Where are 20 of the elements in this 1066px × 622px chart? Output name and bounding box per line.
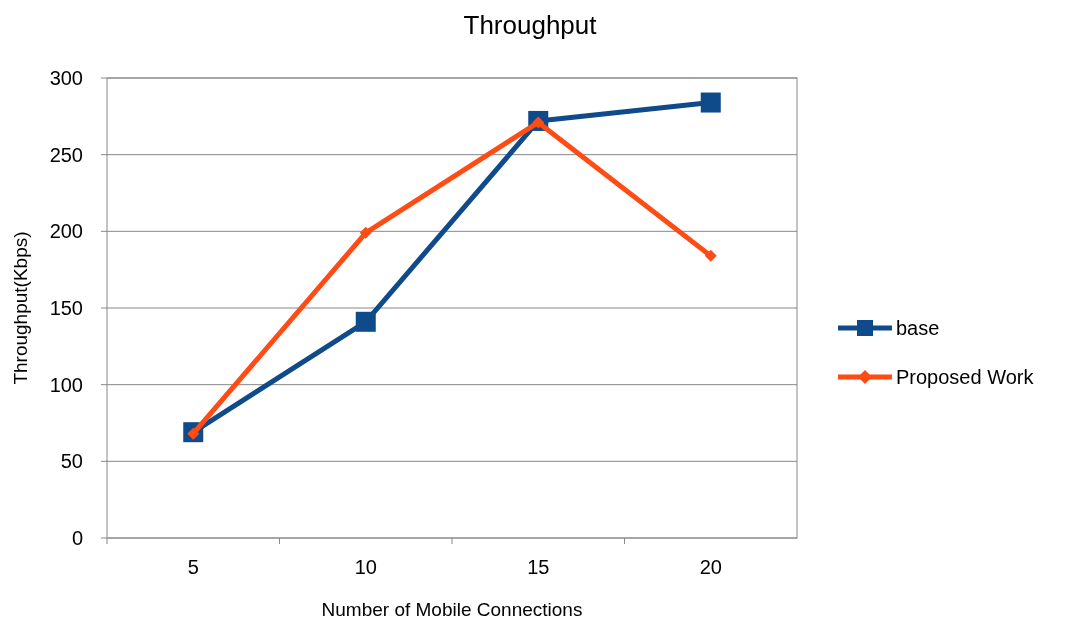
x-tick-label: 10 bbox=[354, 556, 377, 578]
x-tick-label: 5 bbox=[187, 556, 199, 578]
y-tick-label: 0 bbox=[71, 527, 83, 549]
point bbox=[704, 249, 717, 262]
x-tick-label: 20 bbox=[699, 556, 722, 578]
y-axis-title: Throughput(Kbps) bbox=[10, 231, 31, 385]
x-tick-label: 15 bbox=[527, 556, 550, 578]
legend-label: base bbox=[896, 317, 940, 339]
x-axis-title: Number of Mobile Connections bbox=[321, 599, 583, 620]
point bbox=[355, 311, 376, 332]
point bbox=[359, 226, 372, 239]
y-tick-label: 250 bbox=[49, 143, 83, 166]
y-tick-label: 300 bbox=[49, 67, 83, 89]
y-tick-label: 50 bbox=[60, 450, 83, 473]
chart-title: Throughput bbox=[463, 10, 598, 40]
legend-label: Proposed Work bbox=[896, 366, 1035, 388]
y-tick-label: 200 bbox=[49, 220, 83, 243]
y-tick-label: 100 bbox=[49, 373, 83, 396]
point bbox=[700, 92, 721, 113]
y-tick-label: 150 bbox=[49, 297, 83, 319]
